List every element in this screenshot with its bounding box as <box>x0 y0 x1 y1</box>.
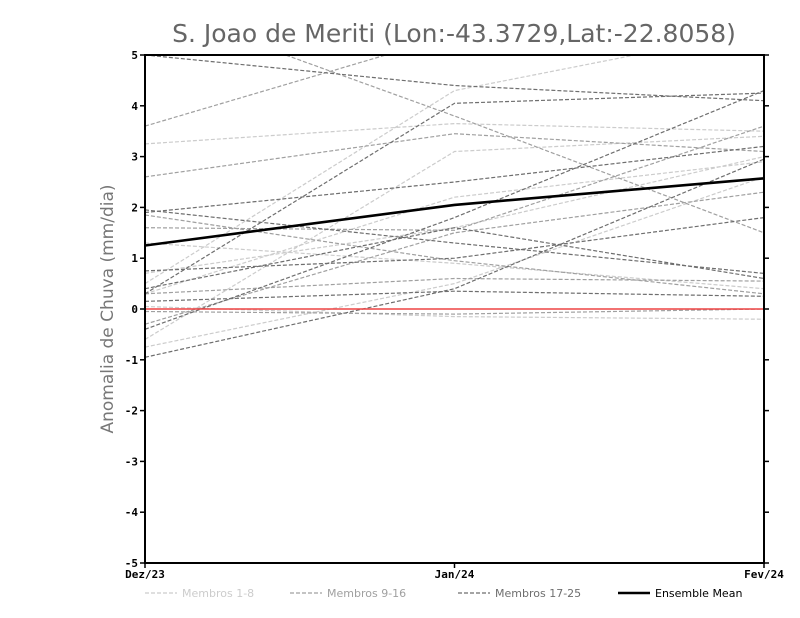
series-line-member-19 <box>145 145 764 214</box>
series-line-member-6 <box>145 176 764 348</box>
series-line-ensemble-mean <box>145 177 764 247</box>
y-axis-ticks: -5 -4 -3 -2 -1 0 1 2 3 4 5 <box>125 49 769 570</box>
series-line-member-23 <box>145 290 764 302</box>
x-axis-ticks: Dez/23 Jan/24 Fev/24 <box>125 563 784 581</box>
series-line-member-4 <box>145 55 639 285</box>
y-tick-label: -2 <box>125 405 138 418</box>
y-tick-label: 2 <box>131 201 138 214</box>
series-line-member-18 <box>145 92 764 295</box>
y-tick-label: -3 <box>125 455 138 468</box>
legend-label: Membros 9-16 <box>327 587 406 600</box>
series-line-member-22 <box>145 209 764 274</box>
y-tick-label: 1 <box>131 252 138 265</box>
y-tick-label: -1 <box>125 354 139 367</box>
series-line-member-17 <box>145 55 764 102</box>
series-layer <box>145 55 764 358</box>
y-axis-label: Anomalia de Chuva (mm/dia) <box>98 184 118 433</box>
legend-label: Membros 17-25 <box>495 587 581 600</box>
series-line-member-5 <box>145 305 764 320</box>
y-tick-label: -5 <box>125 557 138 570</box>
x-tick-label: Jan/24 <box>435 568 475 581</box>
series-line-member-1 <box>145 122 764 145</box>
x-tick-label: Dez/23 <box>125 568 165 581</box>
series-line-member-3 <box>145 135 764 341</box>
series-line-member-10 <box>145 133 764 178</box>
series-line-member-21 <box>145 217 764 272</box>
legend: Membros 1-8 Membros 9-16 Membros 17-25 Ense… <box>145 587 742 600</box>
series-line-member-11 <box>145 214 764 295</box>
series-line-member-14 <box>145 277 764 295</box>
y-tick-label: 0 <box>131 303 138 316</box>
y-tick-label: 5 <box>131 49 138 62</box>
series-line-member-24 <box>145 90 764 330</box>
y-tick-label: 4 <box>131 100 138 113</box>
legend-label: Ensemble Mean <box>655 587 742 600</box>
series-line-member-13 <box>283 55 764 234</box>
series-line-member-12 <box>145 191 764 325</box>
legend-label: Membros 1-8 <box>182 587 254 600</box>
series-line-member-15 <box>145 308 764 315</box>
series-line-member-2 <box>145 161 764 295</box>
y-tick-label: 3 <box>131 151 138 164</box>
x-tick-label: Fev/24 <box>744 568 784 581</box>
series-line-member-7 <box>145 242 764 290</box>
series-line-member-20 <box>145 158 764 358</box>
series-line-member-25 <box>145 227 764 290</box>
series-line-member-8 <box>145 156 764 274</box>
y-tick-label: -4 <box>125 506 139 519</box>
chart-title: S. Joao de Meriti (Lon:-43.3729,Lat:-22.… <box>172 19 736 48</box>
series-line-member-16 <box>145 125 764 231</box>
